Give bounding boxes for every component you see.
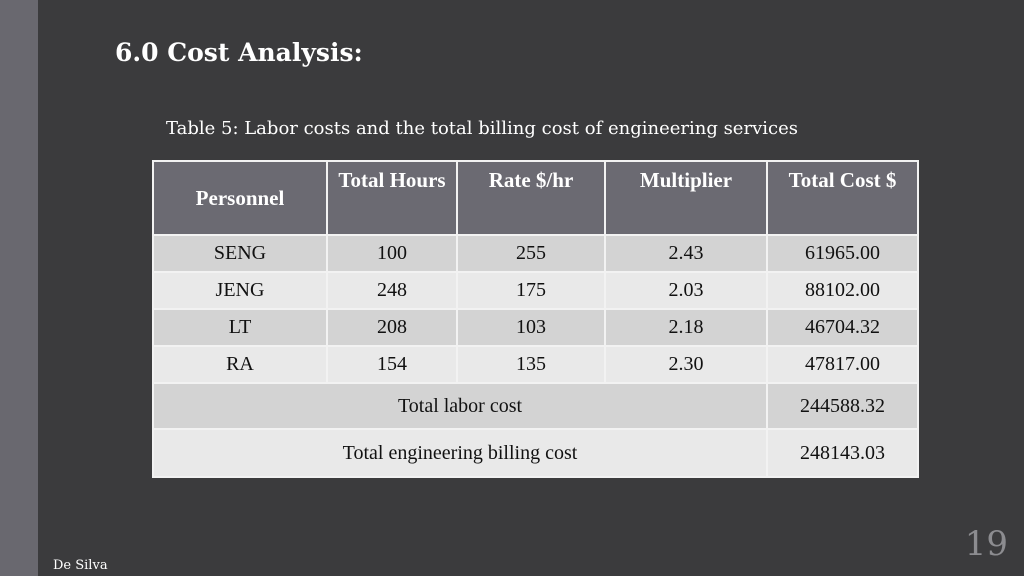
cell: RA xyxy=(152,345,328,384)
cell: 248 xyxy=(326,271,458,310)
cell: 61965.00 xyxy=(766,234,919,273)
table-row: JENG 248 175 2.03 88102.00 xyxy=(152,271,919,310)
cell: 103 xyxy=(456,308,606,347)
total-billing-row: Total engineering billing cost 248143.03 xyxy=(152,428,919,478)
cell: 154 xyxy=(326,345,458,384)
cell: 47817.00 xyxy=(766,345,919,384)
cell: 2.43 xyxy=(604,234,768,273)
page-number: 19 xyxy=(964,524,1008,564)
table-header-row: Personnel Total Hours Rate $/hr Multipli… xyxy=(152,160,919,236)
total-billing-value: 248143.03 xyxy=(766,428,919,478)
cell: 46704.32 xyxy=(766,308,919,347)
cell: 2.30 xyxy=(604,345,768,384)
header-total-cost: Total Cost $ xyxy=(766,160,919,236)
cost-table: Personnel Total Hours Rate $/hr Multipli… xyxy=(152,160,919,478)
cell: 208 xyxy=(326,308,458,347)
header-personnel: Personnel xyxy=(152,160,328,236)
total-billing-label: Total engineering billing cost xyxy=(152,428,768,478)
cell: LT xyxy=(152,308,328,347)
header-total-hours: Total Hours xyxy=(326,160,458,236)
table-caption: Table 5: Labor costs and the total billi… xyxy=(166,118,798,139)
cell: 135 xyxy=(456,345,606,384)
total-labor-label: Total labor cost xyxy=(152,382,768,430)
header-rate: Rate $/hr xyxy=(456,160,606,236)
table-row: LT 208 103 2.18 46704.32 xyxy=(152,308,919,347)
cell: 88102.00 xyxy=(766,271,919,310)
table-row: RA 154 135 2.30 47817.00 xyxy=(152,345,919,384)
cell: 2.03 xyxy=(604,271,768,310)
total-labor-value: 244588.32 xyxy=(766,382,919,430)
slide-title: 6.0 Cost Analysis: xyxy=(115,38,363,67)
cell: 175 xyxy=(456,271,606,310)
total-labor-row: Total labor cost 244588.32 xyxy=(152,382,919,430)
header-multiplier: Multiplier xyxy=(604,160,768,236)
cell: 2.18 xyxy=(604,308,768,347)
cell: 255 xyxy=(456,234,606,273)
cell: 100 xyxy=(326,234,458,273)
cell: SENG xyxy=(152,234,328,273)
cell: JENG xyxy=(152,271,328,310)
sidebar-bar xyxy=(0,0,38,576)
table-row: SENG 100 255 2.43 61965.00 xyxy=(152,234,919,273)
footer-author: De Silva xyxy=(53,558,108,573)
